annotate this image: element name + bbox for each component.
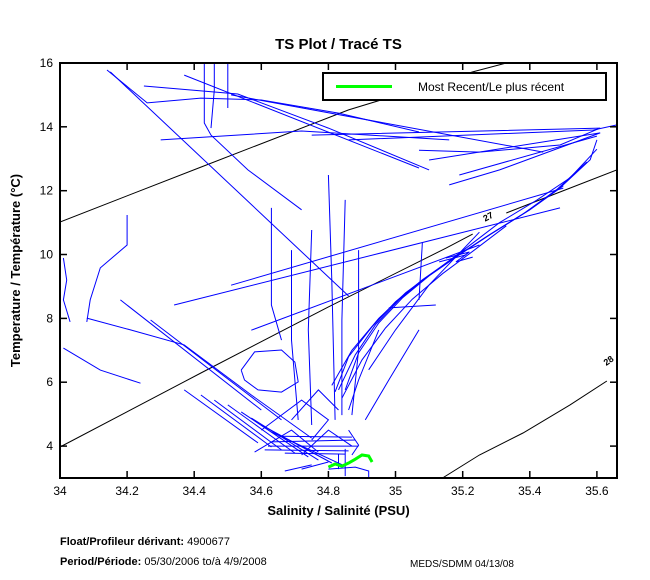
ts-profile-line: [270, 207, 282, 341]
ts-profile-line: [338, 139, 598, 391]
ts-profile-line: [183, 389, 259, 444]
y-tick-label: 16: [40, 56, 54, 70]
float-id-label: Float/Profileur dérivant:: [60, 536, 185, 548]
period-value: 05/30/2006 to/à 4/9/2008: [141, 556, 267, 568]
ts-profile-line: [214, 399, 282, 451]
x-tick-label: 35.6: [585, 484, 609, 498]
period-label: Period/Période:: [60, 556, 142, 568]
y-tick-label: 4: [46, 439, 53, 453]
y-tick-label: 10: [40, 248, 54, 262]
ts-profile-line: [86, 317, 312, 439]
x-tick-label: 34.6: [250, 484, 274, 498]
ts-profile-line: [307, 229, 313, 426]
ts-profile-line: [240, 411, 309, 458]
ts-profile-line: [341, 225, 507, 399]
axes-box: [59, 62, 618, 479]
ts-profile-line: [160, 130, 450, 141]
y-axis-label: Temperature / Température (°C): [8, 173, 23, 368]
ts-profile-line: [311, 127, 601, 153]
ts-profile-line: [86, 215, 128, 322]
density-contour-line: [506, 169, 617, 214]
ts-profile-line: [348, 124, 617, 141]
ts-profile-line: [240, 349, 299, 393]
ts-profile-line: [284, 452, 346, 455]
ts-profile-line: [271, 439, 356, 443]
ts-profile-line: [261, 399, 330, 441]
ts-profile-line: [291, 389, 339, 421]
ts-profile-line: [62, 257, 71, 323]
credit-text: MEDS/SDMM 04/13/08: [410, 559, 514, 570]
ts-profile-line: [251, 244, 480, 331]
ts-profile-line: [150, 319, 282, 421]
ts-profile-line: [173, 207, 561, 306]
ts-profile-line: [301, 429, 353, 456]
x-tick-label: 34.8: [317, 484, 341, 498]
ts-profile-line: [348, 429, 360, 456]
most-recent-line-sample: [336, 85, 392, 88]
ts-profile-line: [344, 185, 564, 391]
legend-box: Most Recent/Le plus récent: [322, 72, 607, 101]
ts-profile-line: [388, 304, 436, 309]
ts-profile-line: [281, 435, 352, 438]
ts-profile-line: [429, 132, 601, 186]
ts-profile-line: [200, 394, 272, 448]
contour-label: 28: [602, 354, 616, 368]
y-tick-label: 8: [46, 311, 53, 325]
density-contour-line: [60, 233, 473, 448]
density-contour-line: [442, 380, 608, 478]
x-tick-label: 35: [389, 484, 403, 498]
ts-profile-line: [227, 404, 296, 454]
ts-profile-line: [301, 461, 329, 470]
ts-profile-line: [348, 329, 380, 411]
ts-profile-line: [210, 63, 215, 129]
ts-profile-line: [328, 466, 370, 477]
most-recent-profile-line: [327, 453, 374, 469]
ts-profile-line: [331, 148, 598, 386]
ts-profile-line: [254, 429, 319, 453]
y-tick-label: 12: [40, 184, 54, 198]
float-id-line: Float/Profileur dérivant: 4900677: [60, 536, 230, 548]
ts-profile-line: [203, 63, 302, 211]
ts-profile-line: [368, 231, 480, 371]
ts-profile-line: [445, 251, 473, 263]
x-tick-label: 34.4: [183, 484, 207, 498]
ts-profile-line: [143, 85, 430, 171]
x-tick-label: 35.4: [518, 484, 542, 498]
ts-profile-line: [291, 250, 299, 420]
ts-profile-line: [230, 187, 564, 286]
ts-profile-line: [341, 199, 346, 416]
ts-profile-line: [120, 299, 262, 411]
chart-title: TS Plot / Tracé TS: [275, 36, 402, 53]
ts-profile-line: [459, 135, 598, 176]
period-line: Period/Période: 05/30/2006 to/à 4/9/2008: [60, 556, 267, 568]
density-contour-line: [60, 63, 507, 223]
ts-profile-line: [106, 69, 420, 133]
ts-profile-line: [418, 242, 423, 300]
ts-profile-line: [364, 329, 420, 421]
ts-profile-line: [439, 254, 467, 263]
ts-profile-line: [109, 71, 349, 297]
contour-label: 27: [481, 210, 495, 224]
x-tick-label: 34: [53, 484, 67, 498]
x-tick-label: 34.2: [115, 484, 139, 498]
ts-profile-line: [184, 74, 420, 169]
y-tick-label: 14: [40, 120, 54, 134]
ts-profile-line: [284, 464, 312, 472]
x-tick-label: 35.2: [451, 484, 475, 498]
y-tick-label: 6: [46, 375, 53, 389]
plot-data-group: 27 28: [60, 63, 617, 478]
x-axis-label: Salinity / Salinité (PSU): [267, 503, 410, 518]
ts-profile-line: [231, 94, 544, 153]
ts-profile-line: [63, 347, 141, 384]
ts-profile-line: [327, 174, 336, 420]
legend-label: Most Recent/Le plus récent: [418, 79, 565, 94]
float-id-value: 4900677: [184, 536, 230, 548]
